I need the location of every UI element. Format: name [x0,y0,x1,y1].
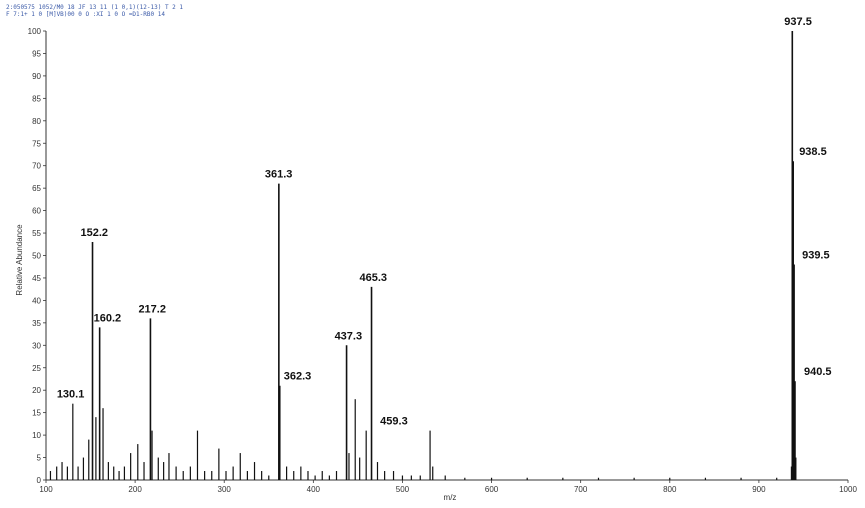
peak-label: 361.3 [265,169,293,181]
y-tick-label: 20 [32,386,41,395]
y-tick-label: 100 [28,27,42,36]
x-tick-label: 400 [307,485,321,494]
peak-label: 937.5 [784,16,812,28]
peak-label: 459.3 [380,416,408,428]
y-tick-label: 35 [32,319,41,328]
peak-label: 130.1 [57,389,85,401]
x-axis-title: m/z [444,493,457,502]
y-tick-label: 75 [32,139,41,148]
y-axis-title: Relative Abundance [15,224,24,296]
y-tick-label: 0 [37,476,42,485]
x-tick-label: 100 [39,485,53,494]
peak-label: 362.3 [284,371,312,383]
y-tick-label: 60 [32,207,41,216]
peak-label: 152.2 [81,227,109,239]
y-tick-label: 85 [32,94,41,103]
spectrum-header: 2:050575 1052/M0 18 JF 13 11 (1 0,1)(12-… [6,4,326,18]
peak-label: 217.2 [138,303,166,315]
x-tick-label: 500 [396,485,410,494]
x-tick-label: 800 [663,485,677,494]
x-tick-label: 300 [218,485,232,494]
x-tick-label: 1000 [839,485,857,494]
chart-peaks [49,31,797,480]
y-tick-label: 25 [32,364,41,373]
y-tick-label: 5 [37,454,42,463]
header-line-1: 2:050575 1052/M0 18 JF 13 11 (1 0,1)(12-… [6,4,184,11]
chart-axes: 0 5 10 15 20 25 30 35 40 45 50 55 60 65 70 75 80 85 90 95 10… [28,27,858,494]
x-tick-label: 900 [752,485,766,494]
y-tick-label: 90 [32,72,41,81]
peak-label: 437.3 [335,330,363,342]
y-tick-label: 40 [32,296,41,305]
peak-label: 939.5 [802,249,830,261]
y-tick-label: 30 [32,341,41,350]
x-tick-label: 600 [485,485,499,494]
x-tick-label: 200 [128,485,142,494]
peak-label: 940.5 [804,366,832,378]
y-tick-label: 10 [32,431,41,440]
y-tick-label: 50 [32,252,41,261]
x-tick-label: 700 [574,485,588,494]
header-line-2: F 7:1+ 1 0 [M]VB)00 0 O :XI 1 0 O =D1-RB… [6,11,165,18]
y-tick-label: 80 [32,117,41,126]
peak-label: 160.2 [94,312,122,324]
y-tick-label: 70 [32,162,41,171]
y-tick-label: 15 [32,409,41,418]
peak-label: 938.5 [799,146,827,158]
y-tick-label: 95 [32,49,41,58]
y-tick-label: 55 [32,229,41,238]
chart-peak-labels: 130.1 152.2 160.2 217.2 361.3 362.3 437.3 459.3… [57,16,832,428]
peak-label: 465.3 [360,272,388,284]
y-tick-label: 65 [32,184,41,193]
y-tick-label: 45 [32,274,41,283]
